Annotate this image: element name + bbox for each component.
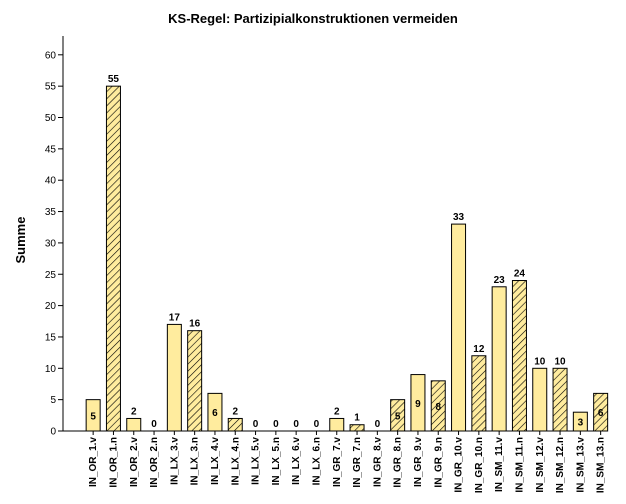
bar (329, 417, 345, 432)
bar-value-label: 0 (151, 419, 157, 430)
bar (491, 286, 507, 432)
x-category-label: IN_OR_1.v (88, 437, 99, 487)
x-category-label: IN_OR_1.n (108, 437, 119, 488)
bar-value-label: 12 (473, 344, 485, 355)
x-category-label: IN_GR_9.v (413, 437, 424, 487)
x-category-label: IN_SM_12.v (535, 437, 546, 493)
bar-value-label: 2 (131, 406, 137, 417)
bar-value-label: 10 (534, 356, 546, 367)
bar-value-label: 9 (415, 399, 421, 410)
bar (126, 417, 142, 432)
x-category-label: IN_LX_3.v (169, 437, 180, 485)
plot-area: 0510152025303540455055605IN_OR_1.v55IN_O… (45, 36, 609, 493)
y-tick-label: 10 (45, 364, 57, 375)
x-category-label: IN_GR_10.v (454, 437, 465, 493)
y-tick-label: 25 (45, 270, 57, 281)
bar-value-label: 3 (578, 418, 584, 429)
bar (511, 280, 527, 432)
x-category-label: IN_SM_12.n (555, 437, 566, 493)
y-tick-label: 15 (45, 332, 57, 343)
bar-value-label: 2 (334, 406, 340, 417)
bar-value-label: 24 (514, 269, 526, 280)
bar (349, 424, 365, 432)
x-category-label: IN_SM_13.n (596, 437, 607, 493)
bar-value-label: 0 (314, 419, 320, 430)
bar (105, 85, 121, 432)
x-category-label: IN_SM_11.v (494, 437, 505, 492)
x-category-label: IN_LX_4.n (230, 437, 241, 485)
y-tick-label: 45 (45, 144, 57, 155)
bar-value-label: 6 (598, 408, 604, 419)
y-tick-label: 55 (45, 82, 57, 93)
bar-value-label: 5 (90, 411, 96, 422)
y-tick-label: 5 (50, 395, 56, 406)
x-category-label: IN_GR_10.n (474, 437, 485, 493)
chart-title: KS-Regel: Partizipialkonstruktionen verm… (168, 11, 458, 26)
y-tick-label: 60 (45, 50, 57, 61)
x-category-label: IN_GR_8.n (393, 437, 404, 488)
y-tick-label: 50 (45, 113, 57, 124)
y-tick-label: 40 (45, 176, 57, 187)
bar-value-label: 0 (253, 419, 259, 430)
bar-value-label: 2 (232, 406, 238, 417)
bar-value-label: 5 (395, 411, 401, 422)
x-category-label: IN_LX_5.n (271, 437, 282, 485)
x-category-label: IN_LX_6.v (291, 437, 302, 485)
x-category-label: IN_OR_2.v (129, 437, 140, 487)
x-category-label: IN_GR_7.n (352, 437, 363, 488)
bar-value-label: 0 (273, 419, 279, 430)
x-category-label: IN_LX_4.v (210, 437, 221, 485)
bar-value-label: 1 (354, 413, 360, 424)
x-category-label: IN_GR_8.v (372, 437, 383, 487)
x-category-label: IN_OR_2.n (149, 437, 160, 488)
bar-value-label: 23 (494, 275, 506, 286)
bar-value-label: 8 (435, 402, 441, 413)
bar-value-label: 10 (554, 356, 566, 367)
x-category-label: IN_LX_3.n (190, 437, 201, 485)
bar (471, 355, 487, 432)
bar-value-label: 0 (375, 419, 381, 430)
x-category-label: IN_SM_11.n (514, 437, 525, 493)
y-tick-label: 35 (45, 207, 57, 218)
bar-value-label: 17 (169, 312, 181, 323)
x-category-label: IN_GR_7.v (332, 437, 343, 487)
bar-value-label: 0 (293, 419, 299, 430)
bar (187, 330, 203, 432)
y-tick-label: 20 (45, 301, 57, 312)
x-category-label: IN_SM_13.v (575, 437, 586, 493)
y-tick-label: 0 (50, 427, 56, 438)
bar-value-label: 6 (212, 408, 218, 419)
bar-value-label: 33 (453, 212, 465, 223)
x-category-label: IN_LX_6.n (311, 437, 322, 485)
x-category-label: IN_LX_5.v (251, 437, 262, 485)
bar (552, 367, 568, 432)
bar-value-label: 55 (108, 74, 120, 85)
y-tick-label: 30 (45, 238, 57, 249)
y-axis-label: Summe (13, 217, 28, 264)
bar (532, 367, 548, 432)
x-category-label: IN_GR_9.n (433, 437, 444, 488)
bar-value-label: 16 (189, 319, 201, 330)
bar (166, 323, 182, 432)
bar (451, 223, 467, 432)
bar (227, 417, 243, 432)
